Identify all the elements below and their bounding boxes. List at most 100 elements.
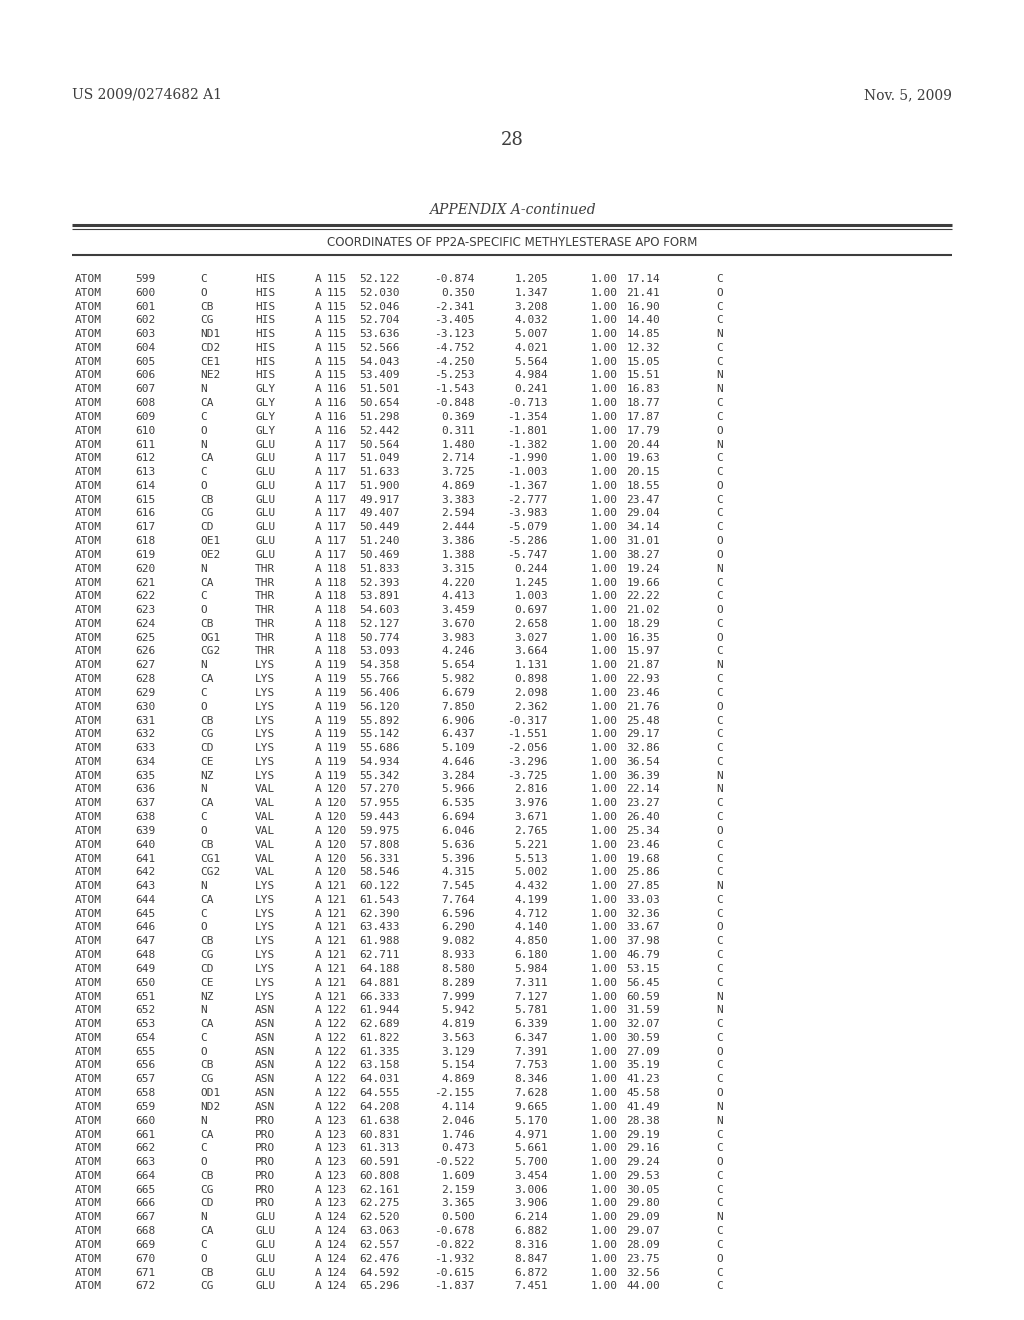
Text: 1.00: 1.00 [591, 826, 618, 836]
Text: -2.777: -2.777 [508, 495, 548, 504]
Text: A: A [314, 882, 322, 891]
Text: 4.246: 4.246 [441, 647, 475, 656]
Text: ATOM: ATOM [75, 840, 102, 850]
Text: A: A [314, 1226, 322, 1236]
Text: GLY: GLY [255, 399, 275, 408]
Text: 52.442: 52.442 [359, 425, 400, 436]
Text: A: A [314, 936, 322, 946]
Text: 1.00: 1.00 [591, 1088, 618, 1098]
Text: A: A [314, 467, 322, 477]
Text: 122: 122 [327, 1047, 347, 1057]
Text: 1.00: 1.00 [591, 356, 618, 367]
Text: 61.335: 61.335 [359, 1047, 400, 1057]
Text: HIS: HIS [255, 301, 275, 312]
Text: ATOM: ATOM [75, 1060, 102, 1071]
Text: CA: CA [200, 1130, 213, 1139]
Text: A: A [314, 1158, 322, 1167]
Text: -1.990: -1.990 [508, 453, 548, 463]
Text: 15.05: 15.05 [627, 356, 660, 367]
Text: ATOM: ATOM [75, 632, 102, 643]
Text: 7.311: 7.311 [514, 978, 548, 987]
Text: 119: 119 [327, 688, 347, 698]
Text: A: A [314, 1254, 322, 1263]
Text: 18.29: 18.29 [627, 619, 660, 628]
Text: CA: CA [200, 799, 213, 808]
Text: 1.00: 1.00 [591, 1102, 618, 1111]
Text: 51.501: 51.501 [359, 384, 400, 395]
Text: CB: CB [200, 619, 213, 628]
Text: OD1: OD1 [200, 1088, 220, 1098]
Text: LYS: LYS [255, 675, 275, 684]
Text: PRO: PRO [255, 1130, 275, 1139]
Text: A: A [314, 329, 322, 339]
Text: 2.594: 2.594 [441, 508, 475, 519]
Text: ATOM: ATOM [75, 536, 102, 546]
Text: A: A [314, 964, 322, 974]
Text: LYS: LYS [255, 688, 275, 698]
Text: 5.154: 5.154 [441, 1060, 475, 1071]
Text: 1.480: 1.480 [441, 440, 475, 450]
Text: 667: 667 [135, 1212, 155, 1222]
Text: 57.270: 57.270 [359, 784, 400, 795]
Text: ATOM: ATOM [75, 1199, 102, 1209]
Text: 28: 28 [501, 131, 523, 149]
Text: 25.34: 25.34 [627, 826, 660, 836]
Text: C: C [200, 412, 207, 422]
Text: 8.933: 8.933 [441, 950, 475, 960]
Text: ATOM: ATOM [75, 371, 102, 380]
Text: 1.00: 1.00 [591, 495, 618, 504]
Text: A: A [314, 591, 322, 602]
Text: 124: 124 [327, 1212, 347, 1222]
Text: 641: 641 [135, 854, 155, 863]
Text: 6.180: 6.180 [514, 950, 548, 960]
Text: 670: 670 [135, 1254, 155, 1263]
Text: 5.654: 5.654 [441, 660, 475, 671]
Text: O: O [717, 536, 723, 546]
Text: ATOM: ATOM [75, 771, 102, 780]
Text: 1.00: 1.00 [591, 371, 618, 380]
Text: 3.983: 3.983 [441, 632, 475, 643]
Text: C: C [200, 467, 207, 477]
Text: A: A [314, 371, 322, 380]
Text: A: A [314, 1102, 322, 1111]
Text: N: N [200, 1115, 207, 1126]
Text: 611: 611 [135, 440, 155, 450]
Text: 19.63: 19.63 [627, 453, 660, 463]
Text: 1.00: 1.00 [591, 743, 618, 754]
Text: 122: 122 [327, 1060, 347, 1071]
Text: 656: 656 [135, 1060, 155, 1071]
Text: 1.00: 1.00 [591, 536, 618, 546]
Text: PRO: PRO [255, 1171, 275, 1181]
Text: 28.38: 28.38 [627, 1115, 660, 1126]
Text: N: N [717, 371, 723, 380]
Text: 5.942: 5.942 [441, 1006, 475, 1015]
Text: ATOM: ATOM [75, 1267, 102, 1278]
Text: ASN: ASN [255, 1060, 275, 1071]
Text: 648: 648 [135, 950, 155, 960]
Text: 6.214: 6.214 [514, 1212, 548, 1222]
Text: OG1: OG1 [200, 632, 220, 643]
Text: 49.917: 49.917 [359, 495, 400, 504]
Text: C: C [717, 1143, 723, 1154]
Text: 54.603: 54.603 [359, 605, 400, 615]
Text: 1.00: 1.00 [591, 647, 618, 656]
Text: 5.564: 5.564 [514, 356, 548, 367]
Text: 118: 118 [327, 605, 347, 615]
Text: 115: 115 [327, 315, 347, 325]
Text: 1.00: 1.00 [591, 315, 618, 325]
Text: 55.686: 55.686 [359, 743, 400, 754]
Text: A: A [314, 1185, 322, 1195]
Text: C: C [717, 453, 723, 463]
Text: 6.882: 6.882 [514, 1226, 548, 1236]
Text: -3.983: -3.983 [508, 508, 548, 519]
Text: 117: 117 [327, 495, 347, 504]
Text: 28.09: 28.09 [627, 1239, 660, 1250]
Text: 5.966: 5.966 [441, 784, 475, 795]
Text: LYS: LYS [255, 743, 275, 754]
Text: 2.098: 2.098 [514, 688, 548, 698]
Text: ASN: ASN [255, 1074, 275, 1084]
Text: ATOM: ATOM [75, 743, 102, 754]
Text: 45.58: 45.58 [627, 1088, 660, 1098]
Text: A: A [314, 799, 322, 808]
Text: 32.56: 32.56 [627, 1267, 660, 1278]
